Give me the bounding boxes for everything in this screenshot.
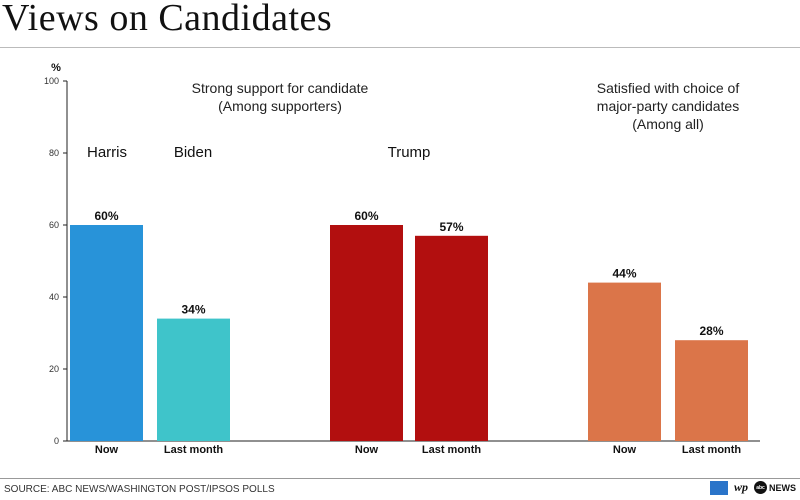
bar-category-label-5: Last month (682, 444, 742, 456)
candidate-label-trump: Trump (388, 144, 431, 161)
bar-1 (157, 318, 230, 441)
bar-value-label-2: 60% (354, 209, 378, 223)
bar-0 (70, 225, 143, 441)
y-tick-label: 40 (49, 292, 59, 302)
source-note: SOURCE: ABC NEWS/WASHINGTON POST/IPSOS P… (4, 484, 275, 495)
group-title-satisfied-line3: (Among all) (632, 116, 704, 132)
y-axis-unit-label: % (51, 62, 61, 74)
group-title-support-line1: Strong support for candidate (192, 80, 369, 96)
y-tick-label: 100 (44, 76, 59, 86)
bar-4 (588, 282, 661, 441)
bar-value-label-5: 28% (699, 324, 723, 338)
group-title-satisfied-line2: major-party candidates (597, 98, 739, 114)
footer-divider (0, 478, 800, 479)
bar-value-label-0: 60% (94, 209, 118, 223)
bar-category-label-1: Last month (164, 444, 224, 456)
ipsos-logo (709, 480, 728, 495)
y-tick-label: 60 (49, 220, 59, 230)
abc-logo-text: NEWS (769, 482, 796, 493)
group-title-satisfied-line1: Satisfied with choice of (597, 80, 740, 96)
page-title: Views on Candidates (2, 0, 333, 39)
abc-news-logo: abc NEWS (754, 481, 796, 494)
bar-value-label-3: 57% (439, 220, 463, 234)
abc-logo-mark: abc (754, 481, 767, 494)
group-title-support-line2: (Among supporters) (218, 98, 342, 114)
bar-5 (675, 340, 748, 441)
candidate-label-harris: Harris (87, 144, 127, 161)
bar-value-label-1: 34% (181, 303, 205, 317)
washington-post-logo: wp (733, 480, 748, 494)
bar-category-label-4: Now (613, 444, 637, 456)
bar-3 (415, 235, 488, 441)
y-tick-label: 20 (49, 364, 59, 374)
bar-value-label-4: 44% (612, 267, 636, 281)
bar-category-label-3: Last month (422, 444, 482, 456)
y-tick-label: 80 (49, 148, 59, 158)
bar-chart: 0 20 40 60 80 100% Strong support for candidat… (44, 62, 760, 456)
candidate-label-biden: Biden (174, 144, 212, 161)
bar-category-label-0: Now (95, 444, 119, 456)
y-tick-label: 0 (54, 436, 59, 446)
publisher-logos: wp abc NEWS (709, 480, 796, 495)
bar-category-label-2: Now (355, 444, 379, 456)
title-divider (0, 47, 800, 48)
bar-2 (330, 225, 403, 441)
